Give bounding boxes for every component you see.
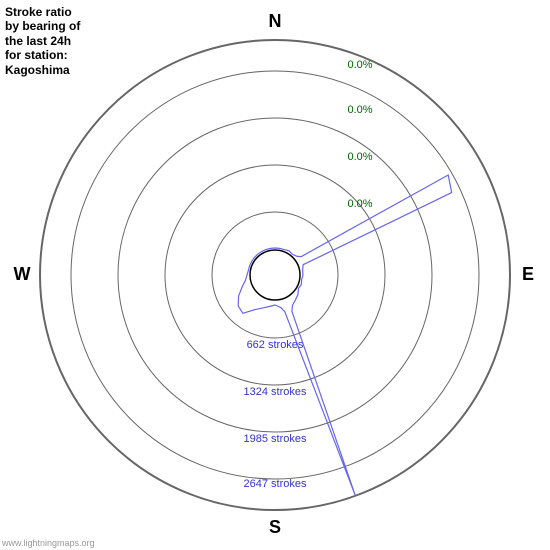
stroke-label-0: 662 strokes: [247, 339, 304, 351]
polar-chart: N E S W 0.0% 0.0% 0.0% 0.0% 662 strokes 1324 str…: [0, 0, 550, 550]
ratio-label-1: 0.0%: [347, 151, 372, 163]
compass-n: N: [269, 11, 282, 31]
compass-s: S: [269, 517, 281, 537]
ratio-label-3: 0.0%: [347, 59, 372, 71]
ratio-label-2: 0.0%: [347, 104, 372, 116]
compass-e: E: [522, 264, 534, 284]
stroke-label-1: 1324 strokes: [244, 386, 307, 398]
compass-w: W: [14, 264, 31, 284]
stroke-label-3: 2647 strokes: [244, 478, 307, 490]
stroke-label-2: 1985 strokes: [244, 433, 307, 445]
ratio-label-0: 0.0%: [347, 198, 372, 210]
